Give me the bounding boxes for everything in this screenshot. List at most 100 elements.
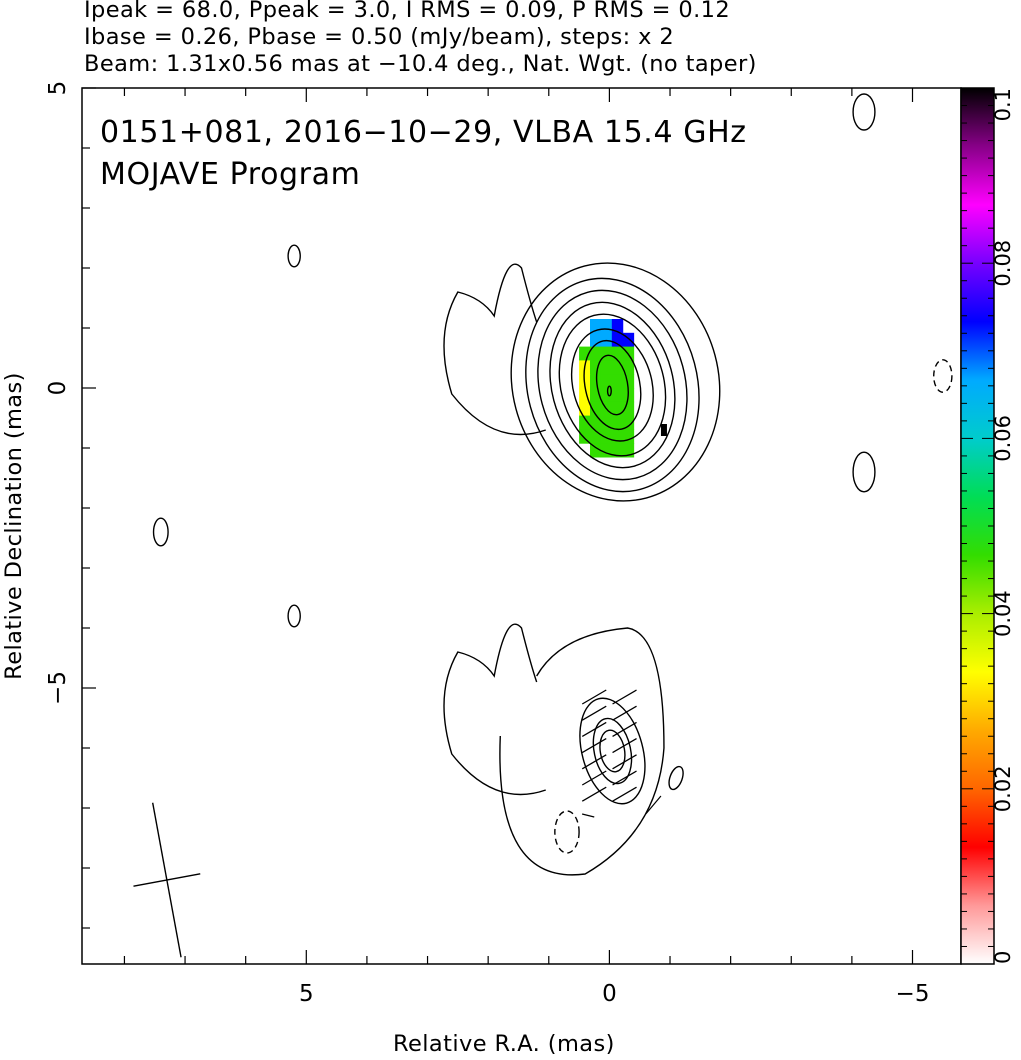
chart-title: 0151+081, 2016−10−29, VLBA 15.4 GHz — [100, 115, 747, 150]
evpa-vector — [581, 689, 607, 705]
plot-frame — [81, 87, 962, 965]
polarization-fraction-cell — [590, 360, 602, 375]
polarization-fraction-cell — [622, 360, 635, 375]
polarization-fraction-cell — [622, 374, 635, 389]
polarization-fraction-cell — [622, 415, 635, 430]
polarization-fraction-cell — [611, 360, 624, 375]
header-line-2: Ibase = 0.26, Pbase = 0.50 (mJy/beam), s… — [84, 24, 675, 50]
noise-contour-island — [668, 765, 684, 791]
polarization-fraction-cell — [600, 415, 613, 430]
header-line-1: Ipeak = 68.0, Ppeak = 3.0, I RMS = 0.09,… — [84, 0, 731, 23]
colorbar-tick-label: 0.08 — [991, 240, 1015, 287]
evpa-vector — [612, 770, 637, 786]
evpa-vector — [612, 754, 637, 770]
evpa-vector — [581, 754, 607, 770]
polarization-fraction-cell — [622, 429, 635, 444]
noise-contour-island — [287, 604, 301, 628]
evpa-vector — [581, 705, 607, 721]
noise-contour-island — [852, 93, 876, 131]
evpa-vector — [612, 689, 637, 705]
polarization-fraction-cell — [600, 429, 613, 444]
x-tick-label: 0 — [602, 981, 617, 1007]
polarization-fraction-cell — [579, 388, 591, 403]
polarization-fraction-cell — [600, 346, 613, 361]
evpa-vector — [645, 795, 662, 815]
polarization-fraction-cell — [579, 429, 591, 444]
colorbar-tick-label: 0 — [991, 951, 1015, 964]
polarization-fraction-cell — [600, 443, 613, 458]
extended-emission-contour — [443, 623, 546, 796]
evpa-vector — [581, 770, 607, 786]
x-tick-label: 5 — [299, 981, 314, 1007]
polarization-fraction-cell — [622, 332, 635, 348]
x-axis-label: Relative R.A. (mas) — [393, 1031, 615, 1057]
polarization-fraction-cell — [622, 401, 635, 417]
polarization-fraction-cell — [590, 401, 602, 417]
total-intensity-contour — [583, 339, 642, 431]
noise-contour-island — [287, 244, 301, 268]
evpa-vector — [612, 738, 637, 754]
polarization-fraction-cell — [590, 346, 602, 361]
polarization-fraction-cell — [622, 443, 635, 458]
polarization-fraction-cell — [590, 374, 602, 389]
colorbar-tick-label: 0.04 — [991, 590, 1015, 637]
polarized-intensity-contour — [579, 697, 646, 805]
total-intensity-contour — [595, 354, 629, 416]
total-intensity-contour — [570, 328, 654, 442]
total-intensity-contour — [499, 627, 665, 876]
evpa-vector — [581, 813, 595, 818]
extended-emission-contour — [443, 263, 546, 436]
evpa-vector — [581, 738, 607, 754]
chart-subtitle: MOJAVE Program — [100, 157, 360, 192]
polarization-fraction-cell — [611, 319, 624, 334]
polarization-fraction-cell — [611, 443, 624, 458]
noise-contour-island — [152, 517, 169, 547]
polarization-fraction-cell — [600, 319, 613, 334]
colorbar-tick-label: 0.06 — [991, 415, 1015, 462]
noise-contour-island — [554, 810, 580, 854]
colorbar-tick-label: 0.1 — [991, 88, 1015, 121]
total-intensity-contour — [525, 277, 700, 493]
total-intensity-contour — [510, 262, 721, 502]
colorbar-tick-label: 0.02 — [991, 765, 1015, 812]
polarization-fraction-cell — [590, 332, 602, 348]
y-tick-label: 5 — [45, 81, 71, 96]
evpa-vector — [612, 786, 637, 802]
noise-contour-island — [933, 359, 953, 393]
y-tick-label: 0 — [45, 381, 71, 396]
jet-edge-marker — [660, 424, 667, 436]
noise-contour-island — [852, 451, 876, 493]
evpa-vector — [612, 721, 637, 737]
polarization-fraction-cell — [611, 346, 624, 361]
total-intensity-contour — [606, 385, 612, 397]
polarization-color-map — [579, 319, 635, 458]
polarization-fraction-cell — [611, 388, 624, 403]
polarization-fraction-cell — [600, 360, 613, 375]
evpa-vector — [612, 705, 637, 721]
polarization-fraction-cell — [590, 319, 602, 334]
polarization-fraction-cell — [579, 415, 591, 430]
polarized-intensity-contour — [592, 717, 633, 785]
polarization-fraction-cell — [611, 374, 624, 389]
beam-cross — [133, 802, 201, 958]
polarization-fraction-cell — [611, 415, 624, 430]
evpa-vectors — [581, 689, 662, 818]
polarization-fraction-cell — [579, 401, 591, 417]
polarization-fraction-cell — [600, 388, 613, 403]
total-intensity-contour — [558, 313, 667, 457]
y-tick-label: −5 — [45, 671, 71, 705]
polarization-fraction-cell — [611, 429, 624, 444]
polarization-fraction-cell — [590, 429, 602, 444]
polarization-fraction-cell — [590, 388, 602, 403]
polarization-fraction-cell — [611, 401, 624, 417]
polarized-intensity-contour — [599, 729, 626, 773]
evpa-vector — [581, 721, 607, 737]
y-axis-label: Relative Declination (mas) — [1, 372, 27, 680]
polarization-fraction-cell — [590, 443, 602, 458]
total-intensity-contour — [549, 301, 676, 469]
polarization-fraction-cell — [611, 332, 624, 348]
polarization-fraction-cell — [590, 415, 602, 430]
total-intensity-contour — [537, 289, 688, 481]
evpa-vector — [581, 786, 607, 802]
